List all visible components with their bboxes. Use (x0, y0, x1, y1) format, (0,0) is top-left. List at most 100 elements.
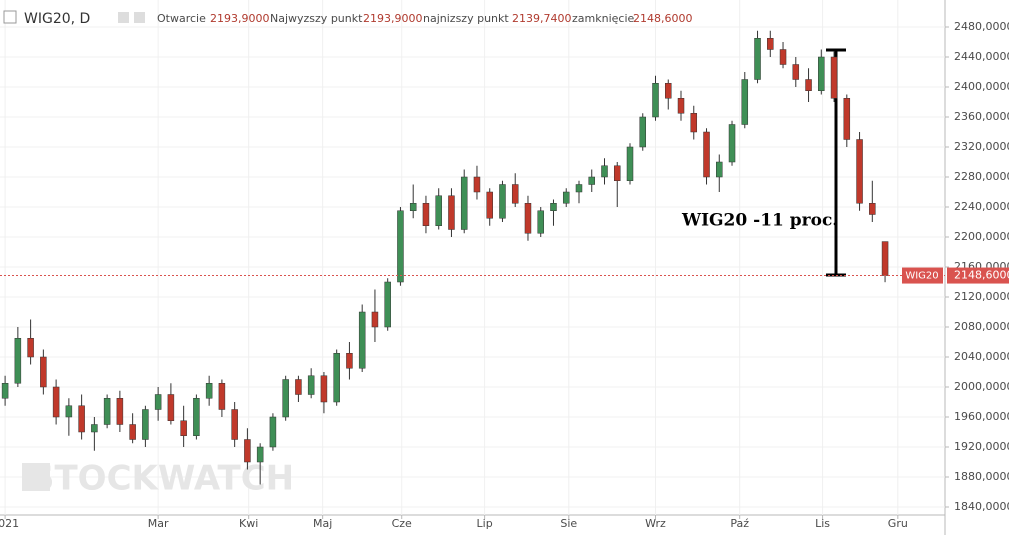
candle-body (588, 176, 595, 185)
candle-body (448, 195, 455, 230)
candle-body (231, 409, 238, 440)
candle-body (129, 424, 136, 440)
candle-body (690, 113, 698, 133)
settings-icon[interactable] (134, 12, 145, 23)
candle-body (397, 210, 404, 283)
candle-body (1, 383, 9, 399)
candle-body (754, 38, 761, 80)
candle-body (677, 98, 685, 114)
candle-body (218, 383, 226, 410)
candle-body (830, 56, 838, 99)
watermark-icon (22, 463, 50, 491)
symbol: WIG20, D (24, 11, 90, 27)
candle-body (869, 203, 876, 215)
y-tick-label: 1960,0000 (954, 410, 1009, 423)
low-value: 2139,7400 (512, 12, 572, 25)
candle-body (639, 116, 647, 148)
y-tick-label: 2240,0000 (954, 200, 1009, 213)
x-tick-label: Cze (392, 517, 412, 530)
candle-body (460, 176, 468, 230)
y-tick-label: 2440,0000 (954, 50, 1009, 63)
candle-body (256, 446, 264, 463)
x-tick-label: Lip (477, 517, 493, 530)
candle-body (473, 176, 481, 193)
candle-body (27, 338, 34, 358)
watermark: STOCKWATCH (30, 459, 294, 499)
candle-body (307, 375, 315, 395)
candle-body (116, 398, 124, 425)
candle-body (142, 409, 149, 440)
candle-body (384, 281, 391, 328)
y-tick-label: 2400,0000 (954, 80, 1009, 93)
candle-body (358, 311, 366, 369)
candle-body (805, 79, 812, 91)
y-tick-label: 2320,0000 (954, 140, 1009, 153)
candle-body (703, 131, 710, 178)
candle-body (91, 424, 98, 433)
candle-body (40, 356, 47, 388)
last-price-box (947, 267, 1009, 284)
last-price-label: 2148,6000 (954, 269, 1009, 282)
y-tick-label: 1880,0000 (954, 470, 1009, 483)
candle-body (843, 98, 851, 140)
low-label: najnizszy punkt (423, 12, 509, 25)
candle-body (881, 241, 889, 276)
high-label: Najwyzszy punkt (270, 12, 363, 25)
candle-body (14, 338, 22, 384)
candle-body (65, 405, 73, 418)
high-value: 2193,9000 (363, 12, 423, 25)
y-tick-label: 1920,0000 (954, 440, 1009, 453)
candle-body (716, 161, 723, 178)
candle-body (205, 383, 213, 399)
y-tick-label: 2120,0000 (954, 290, 1009, 303)
x-tick-label: Lis (815, 517, 830, 530)
candle-body (728, 124, 736, 163)
x-tick-label: Paź (730, 517, 749, 530)
candle-body (371, 311, 379, 328)
candle-body (269, 416, 277, 448)
candle-body (422, 203, 430, 226)
y-tick-label: 2040,0000 (954, 350, 1009, 363)
candle-body (103, 398, 111, 425)
candle-body (486, 191, 493, 219)
open-label: Otwarcie (157, 12, 206, 25)
candle-body (167, 394, 175, 421)
candle-body (818, 56, 825, 91)
candle-body (499, 184, 506, 219)
x-tick-label: Mar (148, 517, 169, 530)
candle-body (626, 146, 634, 181)
symbol-icon[interactable] (3, 10, 17, 24)
x-tick-label: Kwi (239, 517, 258, 530)
candle-body (550, 203, 557, 211)
candle-body (792, 64, 800, 80)
candle-body (180, 420, 187, 436)
candle-body (856, 139, 863, 204)
candle-body (320, 375, 328, 403)
candle-body (652, 83, 659, 118)
candle-body (613, 165, 621, 181)
candle-body (779, 49, 787, 65)
open-value: 2193,9000 (210, 12, 270, 25)
candle-body (193, 398, 200, 436)
candle-body (282, 379, 289, 418)
candle-body (346, 353, 353, 369)
close-value: 2148,6000 (633, 12, 693, 25)
candle-body (435, 195, 442, 226)
candle-body (601, 165, 608, 178)
annotation: WIG20 -11 proc. (681, 211, 838, 231)
y-tick-label: 2080,0000 (954, 320, 1009, 333)
candle-body (537, 210, 544, 234)
candle-body (741, 79, 749, 125)
last-price-name-box (902, 267, 943, 284)
settings-icon[interactable] (118, 12, 129, 23)
x-tick-label: Maj (313, 517, 332, 530)
y-tick-label: 2000,0000 (954, 380, 1009, 393)
x-tick-label: Gru (888, 517, 908, 530)
y-tick-label: 1840,0000 (954, 500, 1009, 513)
candle-body (511, 184, 519, 204)
candle-body (524, 203, 532, 234)
candle-body (562, 191, 570, 204)
